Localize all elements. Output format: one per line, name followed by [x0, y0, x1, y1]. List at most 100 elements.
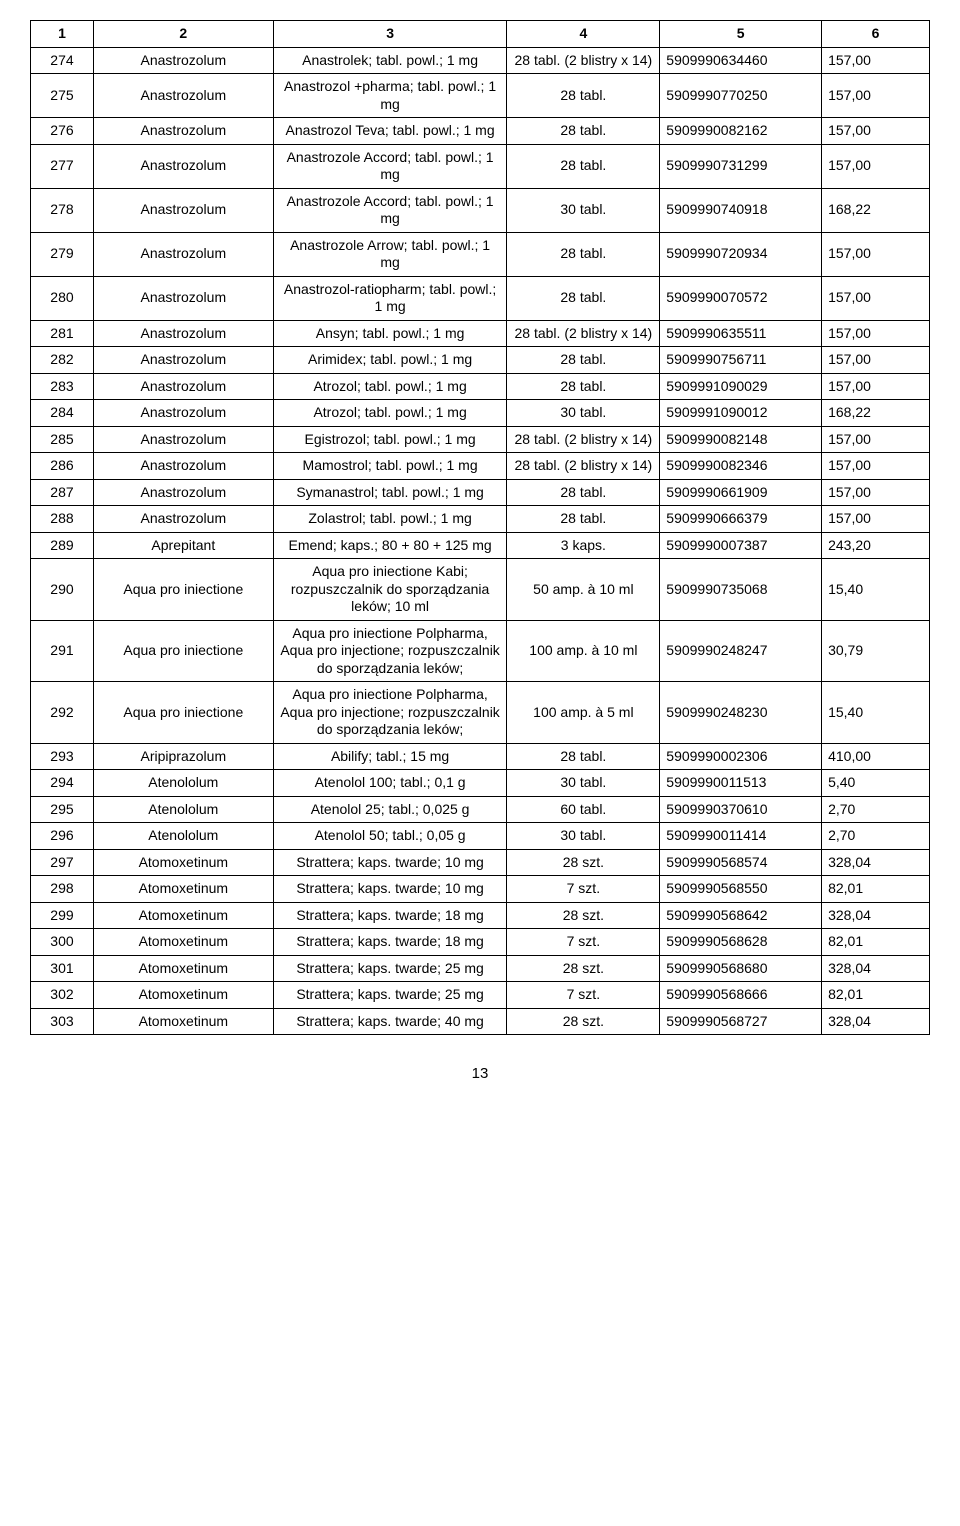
cell-col-6: 157,00 — [822, 232, 930, 276]
cell-col-5: 5909990568628 — [660, 929, 822, 956]
cell-col-1: 283 — [31, 373, 94, 400]
cell-col-1: 284 — [31, 400, 94, 427]
cell-col-3: Strattera; kaps. twarde; 10 mg — [273, 876, 507, 903]
cell-col-5: 5909990248230 — [660, 682, 822, 744]
cell-col-5: 5909990720934 — [660, 232, 822, 276]
column-header-4: 4 — [507, 21, 660, 48]
cell-col-6: 157,00 — [822, 74, 930, 118]
cell-col-6: 15,40 — [822, 682, 930, 744]
cell-col-2: Aqua pro iniectione — [93, 559, 273, 621]
cell-col-5: 5909990082346 — [660, 453, 822, 480]
cell-col-1: 297 — [31, 849, 94, 876]
table-row: 282AnastrozolumArimidex; tabl. powl.; 1 … — [31, 347, 930, 374]
table-row: 275AnastrozolumAnastrozol +pharma; tabl.… — [31, 74, 930, 118]
column-header-5: 5 — [660, 21, 822, 48]
cell-col-1: 282 — [31, 347, 94, 374]
cell-col-6: 168,22 — [822, 188, 930, 232]
cell-col-5: 5909990568550 — [660, 876, 822, 903]
cell-col-1: 275 — [31, 74, 94, 118]
cell-col-4: 28 tabl. (2 blistry x 14) — [507, 47, 660, 74]
table-row: 289AprepitantEmend; kaps.; 80 + 80 + 125… — [31, 532, 930, 559]
table-row: 293AripiprazolumAbilify; tabl.; 15 mg28 … — [31, 743, 930, 770]
cell-col-4: 28 tabl. — [507, 479, 660, 506]
table-row: 281AnastrozolumAnsyn; tabl. powl.; 1 mg2… — [31, 320, 930, 347]
cell-col-6: 82,01 — [822, 929, 930, 956]
cell-col-1: 295 — [31, 796, 94, 823]
cell-col-6: 157,00 — [822, 118, 930, 145]
table-row: 276AnastrozolumAnastrozol Teva; tabl. po… — [31, 118, 930, 145]
cell-col-3: Strattera; kaps. twarde; 40 mg — [273, 1008, 507, 1035]
cell-col-3: Aqua pro iniectione Polpharma, Aqua pro … — [273, 682, 507, 744]
table-row: 278AnastrozolumAnastrozole Accord; tabl.… — [31, 188, 930, 232]
table-row: 291Aqua pro iniectioneAqua pro iniection… — [31, 620, 930, 682]
cell-col-6: 168,22 — [822, 400, 930, 427]
cell-col-6: 2,70 — [822, 796, 930, 823]
cell-col-1: 281 — [31, 320, 94, 347]
cell-col-6: 157,00 — [822, 373, 930, 400]
cell-col-6: 243,20 — [822, 532, 930, 559]
cell-col-2: Aripiprazolum — [93, 743, 273, 770]
cell-col-6: 157,00 — [822, 276, 930, 320]
cell-col-5: 5909990740918 — [660, 188, 822, 232]
cell-col-2: Atomoxetinum — [93, 982, 273, 1009]
cell-col-4: 28 tabl. (2 blistry x 14) — [507, 426, 660, 453]
cell-col-5: 5909990568680 — [660, 955, 822, 982]
cell-col-4: 30 tabl. — [507, 770, 660, 797]
cell-col-2: Atomoxetinum — [93, 1008, 273, 1035]
cell-col-1: 287 — [31, 479, 94, 506]
cell-col-2: Atomoxetinum — [93, 849, 273, 876]
cell-col-5: 5909990568574 — [660, 849, 822, 876]
cell-col-2: Atenololum — [93, 796, 273, 823]
table-row: 290Aqua pro iniectioneAqua pro iniection… — [31, 559, 930, 621]
cell-col-5: 5909990731299 — [660, 144, 822, 188]
cell-col-2: Anastrozolum — [93, 426, 273, 453]
table-row: 286AnastrozolumMamostrol; tabl. powl.; 1… — [31, 453, 930, 480]
table-row: 296AtenololumAtenolol 50; tabl.; 0,05 g3… — [31, 823, 930, 850]
cell-col-6: 82,01 — [822, 876, 930, 903]
table-row: 284AnastrozolumAtrozol; tabl. powl.; 1 m… — [31, 400, 930, 427]
cell-col-3: Strattera; kaps. twarde; 18 mg — [273, 902, 507, 929]
cell-col-6: 157,00 — [822, 347, 930, 374]
cell-col-4: 28 tabl. (2 blistry x 14) — [507, 320, 660, 347]
cell-col-3: Aqua pro iniectione Polpharma, Aqua pro … — [273, 620, 507, 682]
cell-col-1: 289 — [31, 532, 94, 559]
table-row: 288AnastrozolumZolastrol; tabl. powl.; 1… — [31, 506, 930, 533]
cell-col-2: Anastrozolum — [93, 320, 273, 347]
cell-col-4: 28 tabl. — [507, 743, 660, 770]
cell-col-5: 5909990770250 — [660, 74, 822, 118]
cell-col-4: 28 tabl. — [507, 506, 660, 533]
cell-col-1: 274 — [31, 47, 94, 74]
cell-col-1: 276 — [31, 118, 94, 145]
cell-col-4: 100 amp. à 5 ml — [507, 682, 660, 744]
table-row: 297AtomoxetinumStrattera; kaps. twarde; … — [31, 849, 930, 876]
table-row: 285AnastrozolumEgistrozol; tabl. powl.; … — [31, 426, 930, 453]
cell-col-6: 30,79 — [822, 620, 930, 682]
cell-col-6: 2,70 — [822, 823, 930, 850]
cell-col-5: 5909990082162 — [660, 118, 822, 145]
cell-col-2: Atomoxetinum — [93, 902, 273, 929]
cell-col-5: 5909990002306 — [660, 743, 822, 770]
cell-col-1: 296 — [31, 823, 94, 850]
cell-col-1: 294 — [31, 770, 94, 797]
table-row: 303AtomoxetinumStrattera; kaps. twarde; … — [31, 1008, 930, 1035]
cell-col-3: Zolastrol; tabl. powl.; 1 mg — [273, 506, 507, 533]
data-table: 123456 274AnastrozolumAnastrolek; tabl. … — [30, 20, 930, 1035]
cell-col-1: 277 — [31, 144, 94, 188]
cell-col-5: 5909990248247 — [660, 620, 822, 682]
cell-col-5: 5909990756711 — [660, 347, 822, 374]
cell-col-2: Anastrozolum — [93, 232, 273, 276]
cell-col-3: Strattera; kaps. twarde; 18 mg — [273, 929, 507, 956]
cell-col-2: Anastrozolum — [93, 400, 273, 427]
column-header-3: 3 — [273, 21, 507, 48]
cell-col-1: 288 — [31, 506, 94, 533]
cell-col-1: 298 — [31, 876, 94, 903]
cell-col-2: Anastrozolum — [93, 118, 273, 145]
cell-col-5: 5909990635511 — [660, 320, 822, 347]
cell-col-4: 50 amp. à 10 ml — [507, 559, 660, 621]
cell-col-2: Aqua pro iniectione — [93, 620, 273, 682]
cell-col-2: Anastrozolum — [93, 47, 273, 74]
table-row: 300AtomoxetinumStrattera; kaps. twarde; … — [31, 929, 930, 956]
cell-col-6: 328,04 — [822, 1008, 930, 1035]
cell-col-5: 5909990634460 — [660, 47, 822, 74]
cell-col-2: Atomoxetinum — [93, 876, 273, 903]
